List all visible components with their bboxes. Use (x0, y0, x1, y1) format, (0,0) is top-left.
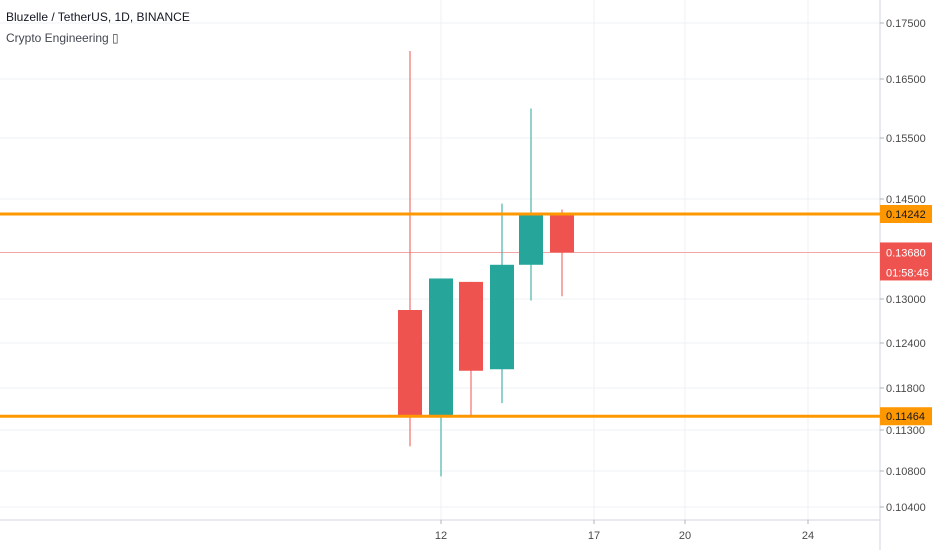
chart-title: Bluzelle / TetherUS, 1D, BINANCE (6, 10, 190, 24)
candle-body-up[interactable] (429, 278, 453, 416)
candle-body-down[interactable] (398, 310, 422, 416)
price-tick-label: 0.11300 (886, 425, 925, 437)
indicator-label[interactable]: Crypto Engineering ▯ (6, 31, 119, 45)
bar-countdown-label: 01:58:46 (886, 267, 929, 279)
time-tick-label: 20 (679, 530, 691, 542)
price-tick-label: 0.12400 (886, 338, 926, 350)
candle-body-up[interactable] (519, 214, 543, 265)
price-tick-label: 0.17500 (886, 18, 926, 30)
price-tick-label: 0.11800 (886, 383, 925, 395)
level-price-label: 0.14242 (886, 209, 926, 221)
price-tick-label: 0.10800 (886, 466, 926, 478)
last-price-label: 0.13680 (886, 247, 926, 259)
price-tick-label: 0.13000 (886, 294, 926, 306)
candle-body-up[interactable] (490, 264, 514, 370)
level-price-label: 0.11464 (886, 411, 925, 423)
candle-body-down[interactable] (550, 212, 574, 253)
price-tick-label: 0.10400 (886, 502, 926, 514)
level-price-tag (880, 407, 932, 426)
time-tick-label: 12 (435, 530, 447, 542)
candle-body-down[interactable] (459, 281, 483, 371)
time-tick-label: 24 (802, 530, 814, 542)
price-tick-label: 0.14500 (886, 194, 926, 206)
price-tick-label: 0.15500 (886, 133, 926, 145)
last-price-tag (880, 242, 932, 281)
level-price-tag (880, 205, 932, 223)
time-tick-label: 17 (588, 530, 600, 542)
price-tick-label: 0.16500 (886, 74, 926, 86)
